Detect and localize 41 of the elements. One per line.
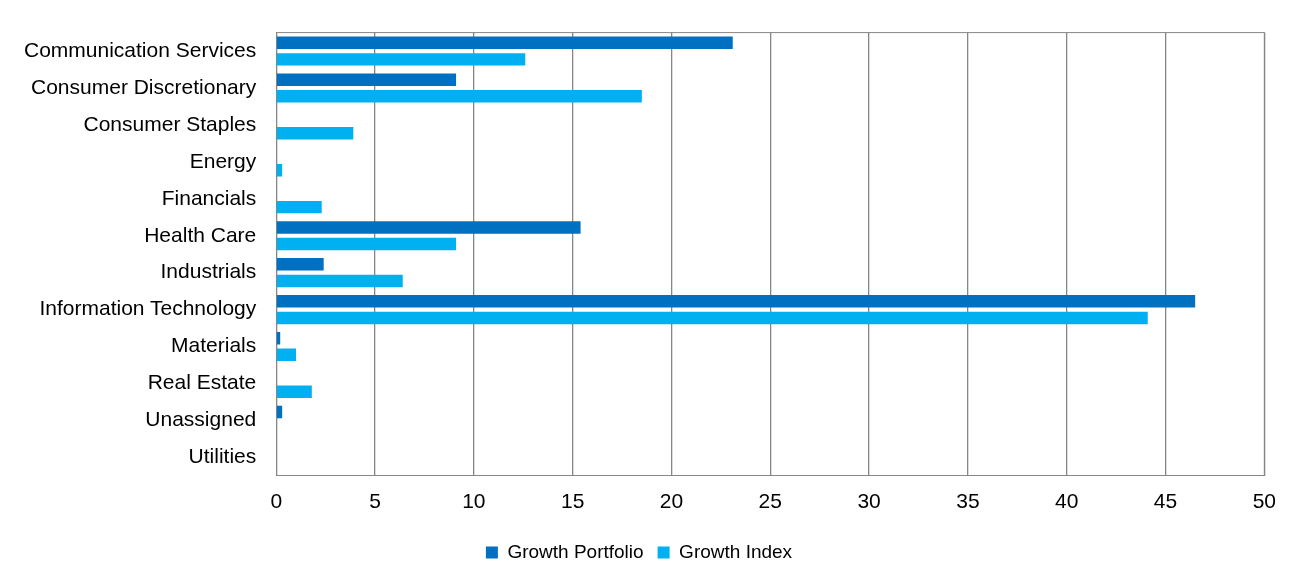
x-tick-label: 15 [560,489,585,513]
x-tick-label: 5 [369,489,381,513]
bar [276,73,457,86]
bar [276,405,283,419]
y-tick-label: Financials [161,185,257,209]
bar [276,127,354,140]
x-tick-label: 10 [462,489,486,513]
bar [276,385,312,399]
y-tick-label: Unassigned [145,407,257,431]
y-tick-label: Health Care [144,222,257,246]
x-tick-label: 40 [1055,489,1079,513]
y-tick-label: Industrials [160,259,257,283]
bar [276,348,297,362]
bar [276,36,733,49]
bar [276,311,1148,325]
y-tick-label: Real Estate [147,370,257,394]
x-tick-label: 25 [758,489,782,513]
bar [276,258,324,271]
bar [276,90,642,103]
bar [276,163,283,177]
y-tick-label: Materials [171,333,257,357]
y-tick-label: Information Technology [39,296,257,320]
legend-label: Growth Portfolio [507,540,644,562]
y-tick-label: Utilities [188,444,257,468]
bar [276,295,1196,308]
bar [276,237,457,251]
bar [276,221,581,234]
bar [276,274,403,288]
legend-label: Growth Index [679,540,793,562]
x-tick-label: 45 [1153,489,1178,513]
y-tick-label: Consumer Staples [83,111,257,135]
x-tick-label: 50 [1252,489,1276,513]
x-tick-label: 30 [857,489,881,513]
bar [276,200,322,214]
x-tick-label: 35 [956,489,980,513]
y-tick-label: Consumer Discretionary [31,74,257,98]
x-tick-label: 0 [270,489,283,513]
y-tick-label: Energy [189,148,257,172]
x-tick-label: 20 [659,489,684,513]
y-tick-label: Communication Services [23,37,257,61]
bar [276,53,526,66]
